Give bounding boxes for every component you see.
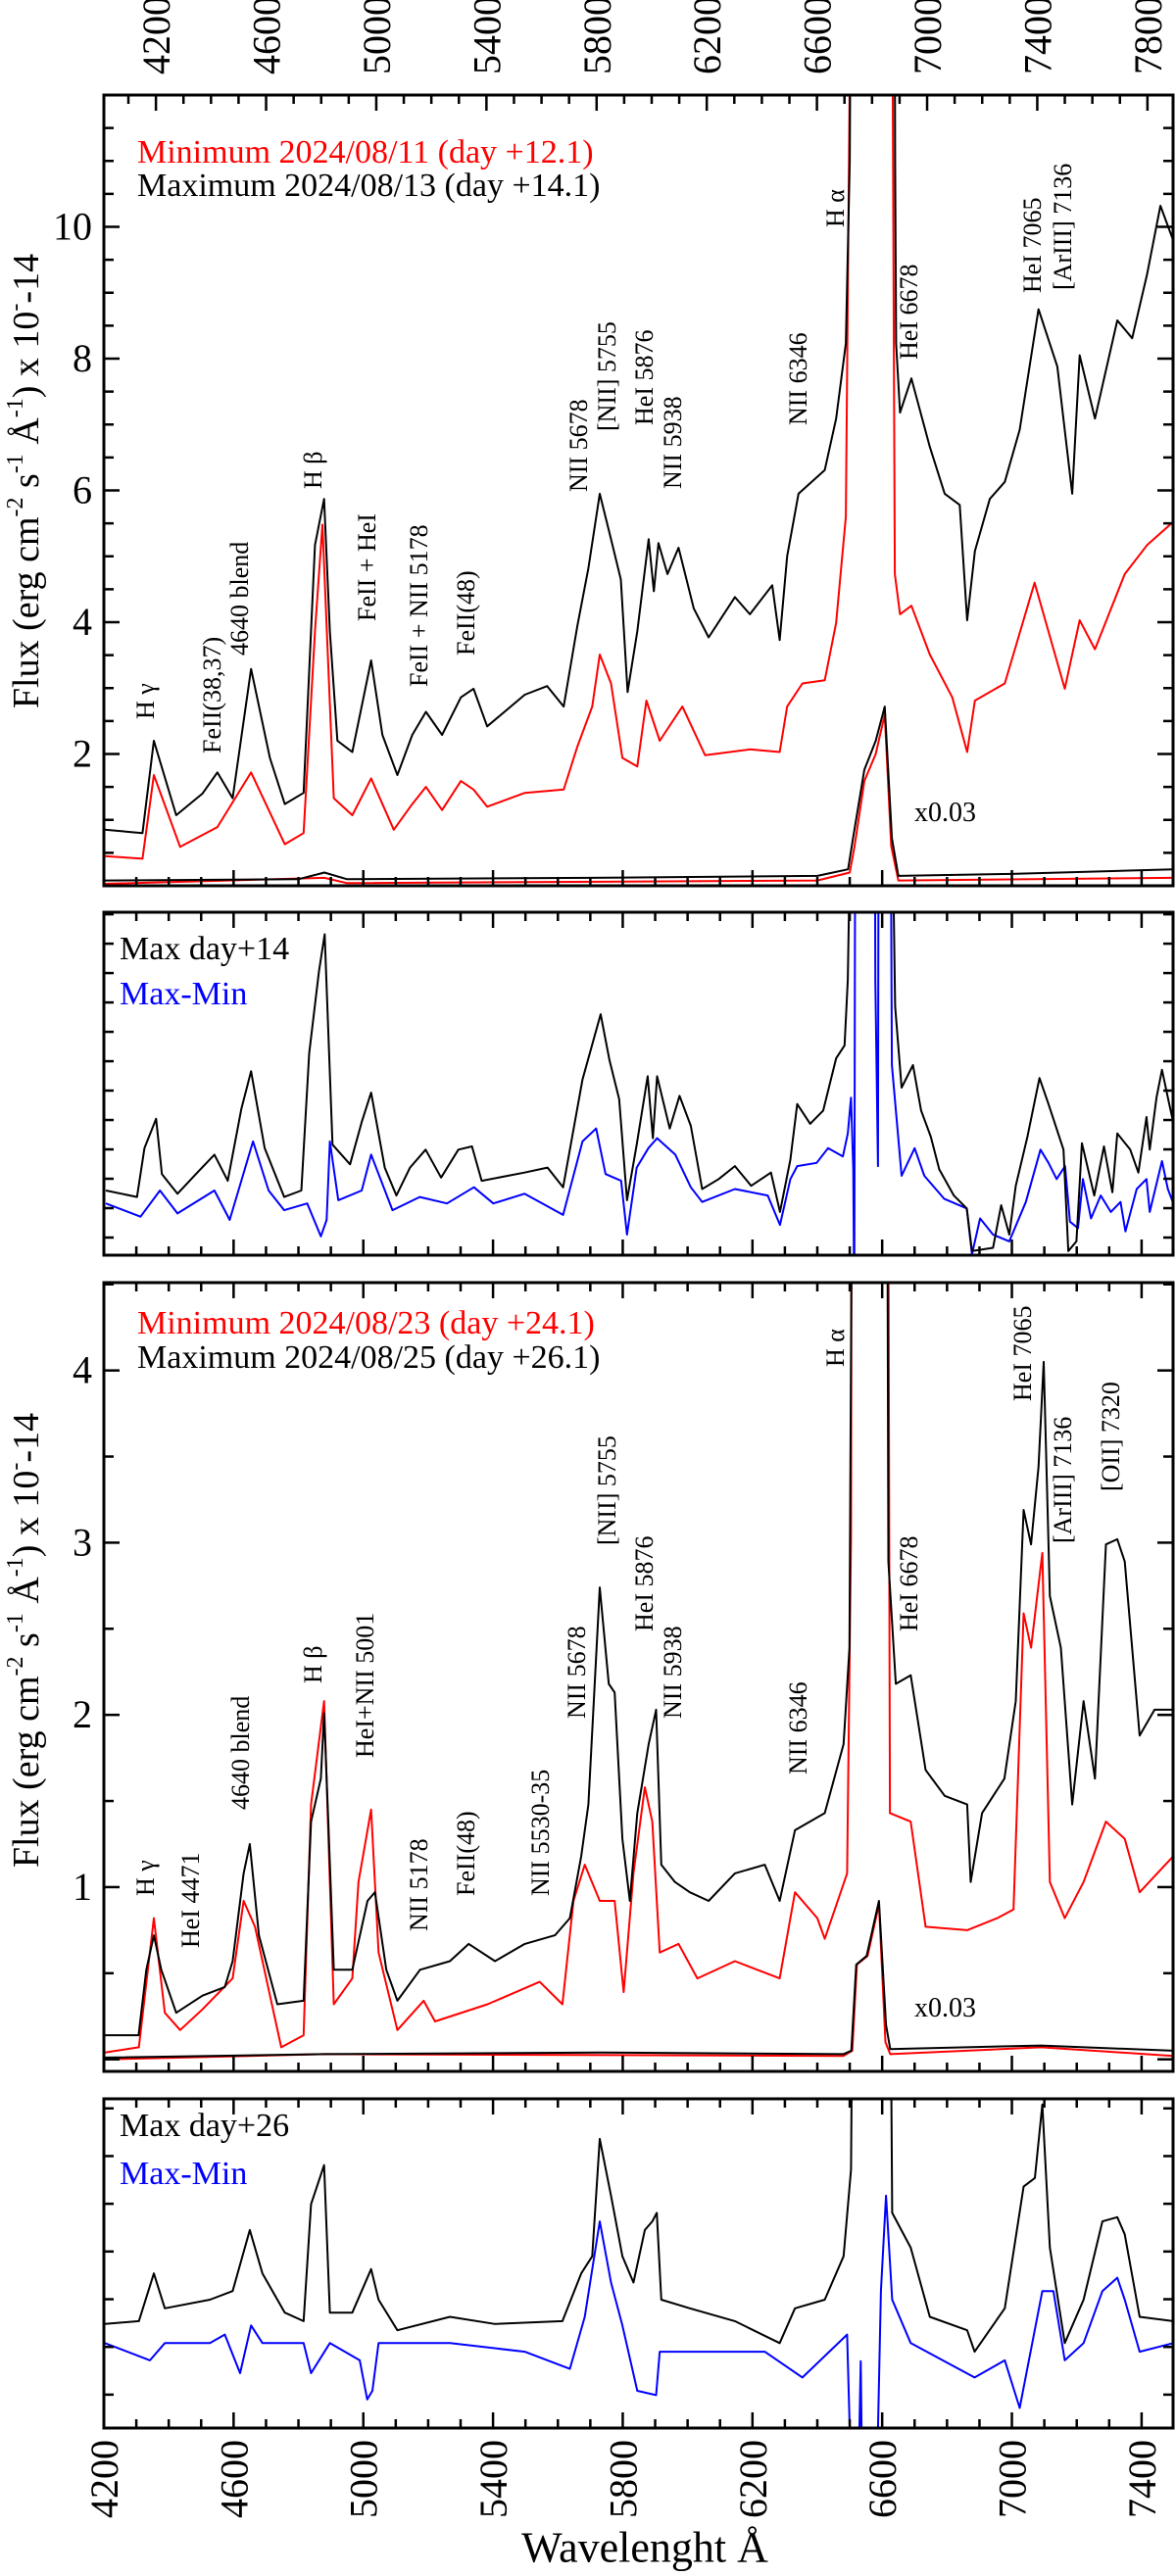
x-tick-label: 5800 bbox=[601, 2440, 645, 2518]
line-label: NII 6346 bbox=[784, 332, 812, 425]
panel1-legend-maximum: Maximum 2024/08/13 (day +14.1) bbox=[137, 168, 601, 204]
line-label: HeI 6678 bbox=[895, 1535, 923, 1631]
line-label: HeI 7065 bbox=[1018, 197, 1047, 293]
line-label: [OII] 7320 bbox=[1097, 1382, 1125, 1491]
panel1-scale-note: x0.03 bbox=[914, 798, 976, 828]
x-axis-label: Wavelenght Å bbox=[521, 2523, 768, 2572]
top-x-tick-label: 4600 bbox=[245, 0, 289, 74]
panel3-frame bbox=[102, 1281, 1175, 2073]
line-label: [NII] 5755 bbox=[593, 1435, 621, 1545]
line-label: FeII + NII 5178 bbox=[405, 524, 433, 687]
panel2-legend-max-min: Max-Min bbox=[120, 976, 248, 1012]
line-label: H β bbox=[299, 451, 327, 489]
panel4-series-line bbox=[104, 2194, 1173, 2428]
panel3-legend-maximum: Maximum 2024/08/25 (day +26.1) bbox=[137, 1339, 601, 1376]
x-tick-label: 5000 bbox=[342, 2440, 386, 2518]
line-label: [ArIII] 7136 bbox=[1049, 1416, 1077, 1543]
panel4-series-group bbox=[104, 2099, 1173, 2428]
line-label: NII 5178 bbox=[405, 1838, 433, 1931]
panel1-series-group bbox=[104, 95, 1173, 885]
line-label: [NII] 5755 bbox=[593, 321, 621, 431]
line-label: NII 5938 bbox=[659, 396, 687, 489]
panel2-legend-max: Max day+14 bbox=[120, 931, 290, 967]
panel3-series-line bbox=[104, 1283, 1173, 2054]
line-label: H α bbox=[821, 189, 850, 227]
panel2-series-group bbox=[105, 912, 1173, 1255]
panel3-scale-note: x0.03 bbox=[914, 1993, 976, 2023]
line-label: H γ bbox=[131, 1860, 160, 1896]
panel4-legend-max-min: Max-Min bbox=[120, 2156, 248, 2192]
top-x-tick-label: 6200 bbox=[685, 0, 729, 74]
line-label: NII 5678 bbox=[563, 1626, 591, 1719]
line-label: HeI 7065 bbox=[1008, 1305, 1037, 1401]
line-label: NII 5938 bbox=[659, 1626, 687, 1719]
panel1-legend-minimum: Minimum 2024/08/11 (day +12.1) bbox=[137, 134, 594, 170]
panel3-series-line bbox=[105, 1283, 1173, 2037]
panel4-legend-max: Max day+26 bbox=[120, 2108, 290, 2144]
top-x-tick-label: 5000 bbox=[355, 0, 399, 74]
x-tick-label: 4600 bbox=[212, 2440, 256, 2518]
line-label: FeII(38,37) bbox=[198, 636, 226, 753]
top-x-tick-label: 5800 bbox=[575, 0, 619, 74]
panel3-scaled-series-line bbox=[104, 1903, 1173, 2061]
y-tick-label: 2 bbox=[73, 1692, 92, 1736]
line-label: FeII + HeI bbox=[353, 513, 381, 621]
top-x-tick-label: 5400 bbox=[465, 0, 509, 74]
panel3-series-group bbox=[104, 1283, 1173, 2061]
panel1-frame bbox=[102, 93, 1175, 888]
y-tick-label: 4 bbox=[73, 600, 92, 644]
line-label: 4640 blend bbox=[226, 1695, 255, 1810]
line-label: [ArIII] 7136 bbox=[1049, 163, 1077, 290]
line-label: H γ bbox=[131, 683, 160, 719]
x-tick-label: 5400 bbox=[471, 2440, 515, 2518]
line-label: H α bbox=[821, 1329, 850, 1367]
y-tick-label: 4 bbox=[73, 1348, 92, 1392]
line-label: HeI 6678 bbox=[895, 264, 923, 360]
panel1-series-line bbox=[104, 95, 1173, 835]
x-tick-label: 6200 bbox=[731, 2440, 775, 2518]
line-label: HeI 5876 bbox=[630, 329, 659, 425]
line-label: NII 5530-35 bbox=[526, 1769, 555, 1896]
panel1-scaled-series-line bbox=[104, 713, 1173, 885]
line-label: HeI+NII 5001 bbox=[351, 1612, 379, 1758]
panel2-frame bbox=[102, 910, 1175, 1257]
line-label: H β bbox=[299, 1645, 327, 1683]
line-label: FeII(48) bbox=[452, 570, 480, 656]
line-label: HeI 5876 bbox=[630, 1535, 659, 1631]
line-label: 4640 blend bbox=[225, 541, 254, 656]
line-label: FeII(48) bbox=[452, 1811, 480, 1896]
y-tick-label: 6 bbox=[73, 468, 92, 512]
panel1-scaled-series-line bbox=[104, 705, 1173, 882]
line-label: NII 5678 bbox=[564, 399, 593, 492]
panel4-series-line bbox=[104, 2099, 1173, 2354]
top-x-tick-label: 4200 bbox=[134, 0, 178, 74]
top-x-tick-label: 7000 bbox=[906, 0, 950, 74]
top-x-tick-label: 7400 bbox=[1015, 0, 1059, 74]
line-label: HeI 4471 bbox=[176, 1852, 205, 1948]
x-tick-label: 4200 bbox=[82, 2440, 126, 2518]
panel3-legend-minimum: Minimum 2024/08/23 (day +24.1) bbox=[137, 1305, 595, 1341]
panel1-series-line bbox=[104, 95, 1173, 860]
panel4-frame bbox=[102, 2097, 1175, 2430]
y-tick-label: 10 bbox=[53, 205, 92, 249]
panel3-scaled-series-line bbox=[104, 1900, 1173, 2059]
y-tick-label: 1 bbox=[73, 1865, 92, 1909]
panel3-y-axis-label: Flux (erg cm-2 s-1 Å-1) x 10--14 bbox=[3, 1412, 47, 1869]
x-tick-label: 7400 bbox=[1120, 2440, 1164, 2518]
panel1-y-axis-label: Flux (erg cm-2 s-1 Å-1) x 10--14 bbox=[3, 253, 47, 709]
line-label: NII 6346 bbox=[784, 1681, 812, 1774]
y-tick-label: 2 bbox=[73, 732, 92, 776]
top-x-tick-label: 7800 bbox=[1126, 0, 1170, 74]
panel2-series-line bbox=[105, 912, 1173, 1252]
y-tick-label: 8 bbox=[73, 336, 92, 380]
top-x-tick-label: 6600 bbox=[796, 0, 840, 74]
y-tick-label: 3 bbox=[73, 1520, 92, 1564]
x-tick-label: 6600 bbox=[860, 2440, 905, 2518]
x-tick-label: 7000 bbox=[991, 2440, 1035, 2518]
panel2-series-line bbox=[105, 912, 1173, 1255]
